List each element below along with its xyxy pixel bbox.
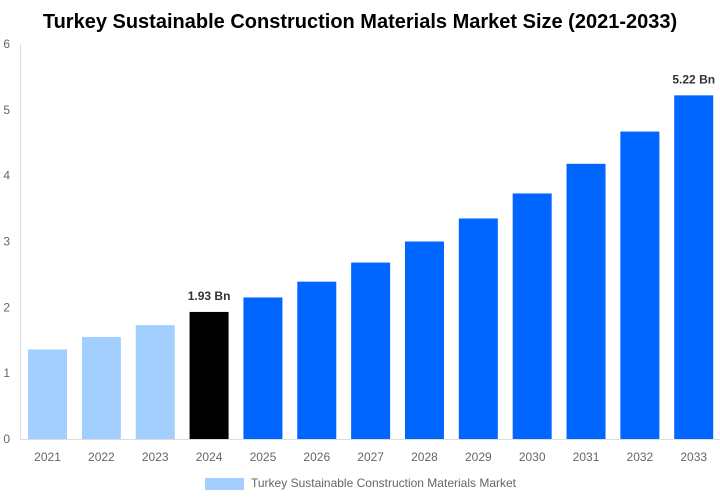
x-tick-label: 2033 — [680, 450, 707, 464]
x-tick-label: 2029 — [465, 450, 492, 464]
y-tick-label: 4 — [3, 169, 10, 183]
data-label: 5.22 Bn — [672, 72, 715, 86]
x-tick-label: 2022 — [88, 450, 115, 464]
legend-swatch — [205, 478, 244, 490]
x-tick-label: 2030 — [519, 450, 546, 464]
x-tick-label: 2027 — [357, 450, 384, 464]
x-tick-label: 2025 — [250, 450, 277, 464]
bar-2028[interactable] — [404, 241, 444, 440]
legend[interactable]: Turkey Sustainable Construction Material… — [205, 476, 517, 490]
bar-2032[interactable] — [620, 131, 660, 439]
bar-2021[interactable] — [28, 349, 68, 439]
x-tick-label: 2032 — [627, 450, 654, 464]
data-label: 1.93 Bn — [188, 289, 231, 303]
bar-2024[interactable] — [189, 311, 229, 439]
y-tick-label: 3 — [3, 235, 10, 249]
bar-2026[interactable] — [297, 281, 337, 439]
x-tick-label: 2028 — [411, 450, 438, 464]
bar-2025[interactable] — [243, 297, 283, 439]
bar-2027[interactable] — [351, 262, 391, 439]
y-tick-label: 1 — [3, 366, 10, 380]
bar-2029[interactable] — [458, 218, 498, 439]
x-tick-label: 2021 — [34, 450, 61, 464]
chart-title: Turkey Sustainable Construction Material… — [43, 11, 677, 33]
bar-2023[interactable] — [135, 325, 175, 439]
y-tick-label: 5 — [3, 103, 10, 117]
y-tick-label: 6 — [3, 37, 10, 51]
y-tick-label: 0 — [3, 432, 10, 446]
bar-2031[interactable] — [566, 163, 606, 440]
bar-2022[interactable] — [81, 336, 121, 439]
x-tick-label: 2031 — [573, 450, 600, 464]
bar-2033[interactable] — [674, 95, 714, 439]
legend-label: Turkey Sustainable Construction Material… — [251, 476, 517, 490]
x-tick-label: 2024 — [196, 450, 223, 464]
x-tick-label: 2023 — [142, 450, 169, 464]
bar-2030[interactable] — [512, 193, 552, 439]
x-tick-label: 2026 — [303, 450, 330, 464]
y-tick-label: 2 — [3, 300, 10, 314]
